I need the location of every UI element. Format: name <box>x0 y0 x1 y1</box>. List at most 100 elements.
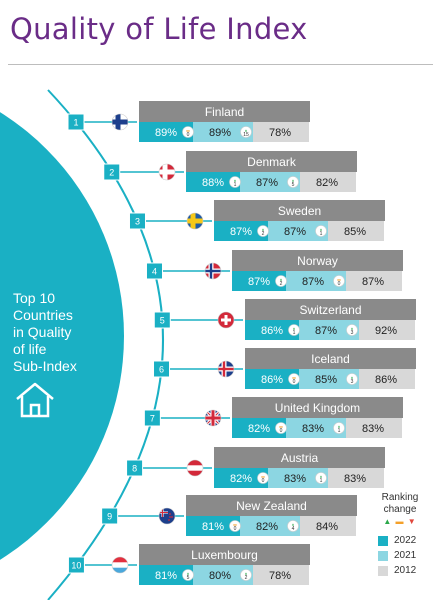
ranking-change-icon: ▲ <box>350 375 353 379</box>
rank-box <box>103 163 121 181</box>
rank-number: 6 <box>159 365 164 375</box>
rank-box <box>145 262 163 280</box>
ranking-change-badge <box>333 275 345 287</box>
value-2022: 88% <box>202 177 224 189</box>
legend-item-2022: 2022 <box>366 535 434 546</box>
ranking-change-icon: ▬ <box>186 128 190 132</box>
ranking-change-icon: ▲ <box>291 178 294 182</box>
bar-2021 <box>268 468 328 488</box>
sweden-flag <box>186 212 204 230</box>
value-2022: 86% <box>261 374 283 386</box>
ranking-change-icon: ▲ <box>186 571 189 575</box>
bar-2021 <box>193 122 253 142</box>
value-2012: 78% <box>269 127 291 139</box>
ranking-change-value: 1 <box>293 330 296 336</box>
rank-number: 10 <box>71 561 81 571</box>
legend-label: 2012 <box>394 565 417 576</box>
country-row: New Zealand 81% ▬0 82% ▲4 84% 9 <box>101 495 357 536</box>
value-2022: 89% <box>155 127 177 139</box>
legend-label: 2022 <box>394 535 417 546</box>
country-row: Austria 82% ▬0 83% ▲1 83% 8 <box>126 447 385 488</box>
luxembourg-flag <box>111 556 129 574</box>
ranking-change-badge <box>315 472 327 484</box>
value-2022: 87% <box>230 226 252 238</box>
country-row: Norway 87% ▲2 87% ▬0 87% 4 <box>145 250 403 291</box>
rank-box <box>153 311 171 329</box>
ranking-change-badge <box>257 472 269 484</box>
rank-number: 2 <box>109 168 114 178</box>
flag-border <box>217 311 235 329</box>
country-row: United Kingdom 82% ▬0 83% ▲1 83% 7 <box>143 397 403 438</box>
value-2022: 87% <box>248 276 270 288</box>
rank-box <box>67 556 85 574</box>
legend-title-line: change <box>383 504 417 515</box>
legend-swatch <box>378 535 388 546</box>
ranking-change-badge <box>346 373 358 385</box>
ranking-change-badge <box>275 275 287 287</box>
value-2012: 83% <box>344 473 366 485</box>
title-divider <box>8 64 433 65</box>
bar-2021 <box>240 516 300 536</box>
rank-box <box>126 459 144 477</box>
bar-2022 <box>214 468 268 488</box>
ranking-change-value: 5 <box>292 182 295 188</box>
ranking-change-badge <box>182 126 194 138</box>
ranking-change-badge <box>257 225 269 237</box>
country-name: Sweden <box>278 204 321 218</box>
value-2012: 78% <box>269 570 291 582</box>
value-2021: 83% <box>284 473 306 485</box>
rank-number: 3 <box>135 217 140 227</box>
country-name: Switzerland <box>299 303 361 317</box>
ranking-change-badge <box>240 569 252 581</box>
ranking-change-value: 5 <box>187 575 190 581</box>
side-label-line: Top 10 <box>13 290 56 306</box>
country-header <box>214 447 385 468</box>
austria-flag <box>186 459 204 477</box>
flag-border <box>186 212 204 230</box>
ranking-change-badge <box>287 520 299 532</box>
ranking-change-icon: ▲ <box>261 227 264 231</box>
ranking-change-value: 3 <box>351 379 354 385</box>
ranking-change-value: 3 <box>351 330 354 336</box>
ranking-change-badge <box>182 569 194 581</box>
flag-border <box>158 507 176 525</box>
ranking-change-badge <box>240 126 252 138</box>
legend-swatch <box>378 565 388 576</box>
ranking-change-symbols: ▲ ▬ ▼ <box>366 517 434 526</box>
value-2021: 82% <box>256 521 278 533</box>
house-icon <box>16 382 54 418</box>
finland-flag <box>111 113 129 131</box>
value-2021: 87% <box>256 177 278 189</box>
ranking-change-icon: ▲ <box>244 128 247 132</box>
ranking-change-icon: ▲ <box>279 277 282 281</box>
ranking-change-icon: ▬ <box>261 474 265 478</box>
rank-number: 8 <box>132 464 137 474</box>
bar-2021 <box>299 320 359 340</box>
bar-2021 <box>286 271 346 291</box>
legend-title: Ranking change <box>366 492 434 516</box>
country-name: Austria <box>281 451 319 465</box>
ranking-change-value: 2 <box>245 575 248 581</box>
ranking-change-icon: ▲ <box>337 424 340 428</box>
value-2022: 82% <box>230 473 252 485</box>
country-row: Iceland 86% ▬0 85% ▲3 86% 6 <box>153 348 416 389</box>
up-arrow-icon: ▲ <box>383 517 393 526</box>
country-name: Finland <box>205 105 244 119</box>
bar-2012 <box>346 418 402 438</box>
flag-border <box>111 113 129 131</box>
country-name: Denmark <box>247 155 297 169</box>
ranking-change-value: 0 <box>234 526 237 532</box>
rank-number: 7 <box>150 414 155 424</box>
bar-2012 <box>328 221 384 241</box>
legend-item-2012: 2012 <box>366 565 434 576</box>
ranking-change-badge <box>288 324 300 336</box>
legend-swatch <box>378 550 388 561</box>
country-header <box>139 101 310 122</box>
side-label-line: of life <box>13 341 47 357</box>
rank-number: 9 <box>107 512 112 522</box>
uk-flag <box>204 409 222 427</box>
value-2012: 86% <box>375 374 397 386</box>
